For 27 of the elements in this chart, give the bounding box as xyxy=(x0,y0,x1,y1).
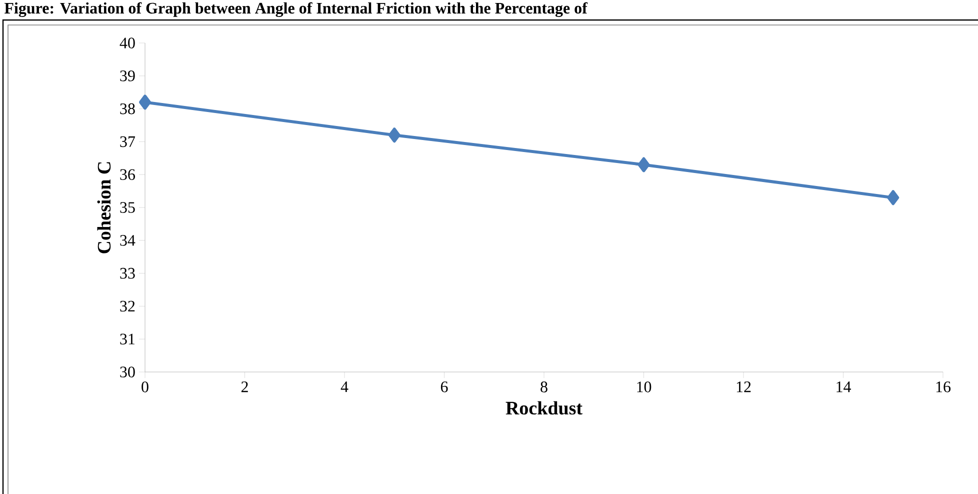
y-tick-label: 31 xyxy=(120,334,135,344)
point xyxy=(887,190,900,206)
x-tick-label: 0 xyxy=(142,382,148,392)
y-tick-label: 39 xyxy=(120,70,135,82)
y-tick-label: 34 xyxy=(120,235,136,246)
chart-title: Figure: Variation of Graph between Angle of Internal Friction with the Percentage of xyxy=(4,2,588,17)
y-tick-label: 32 xyxy=(120,300,135,312)
y-tick-label: 35 xyxy=(120,202,135,213)
x-tick-label: 4 xyxy=(340,382,348,392)
x-tick-label: 16 xyxy=(936,382,951,392)
x-tick-label: 10 xyxy=(637,382,652,392)
y-tick-label: 30 xyxy=(120,366,135,378)
y-tick-label: 36 xyxy=(120,169,135,180)
x-tick-label: 12 xyxy=(736,382,751,392)
y-tick-label: 37 xyxy=(120,136,136,148)
x-tick-label: 8 xyxy=(540,382,548,392)
y-axis-title: Cohesion C xyxy=(97,162,111,254)
y-tick-label: 40 xyxy=(120,38,135,48)
y-tick-label: 38 xyxy=(120,103,135,114)
x-tick-label: 14 xyxy=(836,382,851,392)
point xyxy=(139,94,152,110)
point xyxy=(388,128,400,143)
x-tick-label: 2 xyxy=(241,382,248,392)
y-tick-label: 33 xyxy=(120,268,135,279)
point xyxy=(638,157,650,172)
x-axis-title: Rockdust xyxy=(506,401,582,415)
x-tick-label: 6 xyxy=(440,382,448,392)
